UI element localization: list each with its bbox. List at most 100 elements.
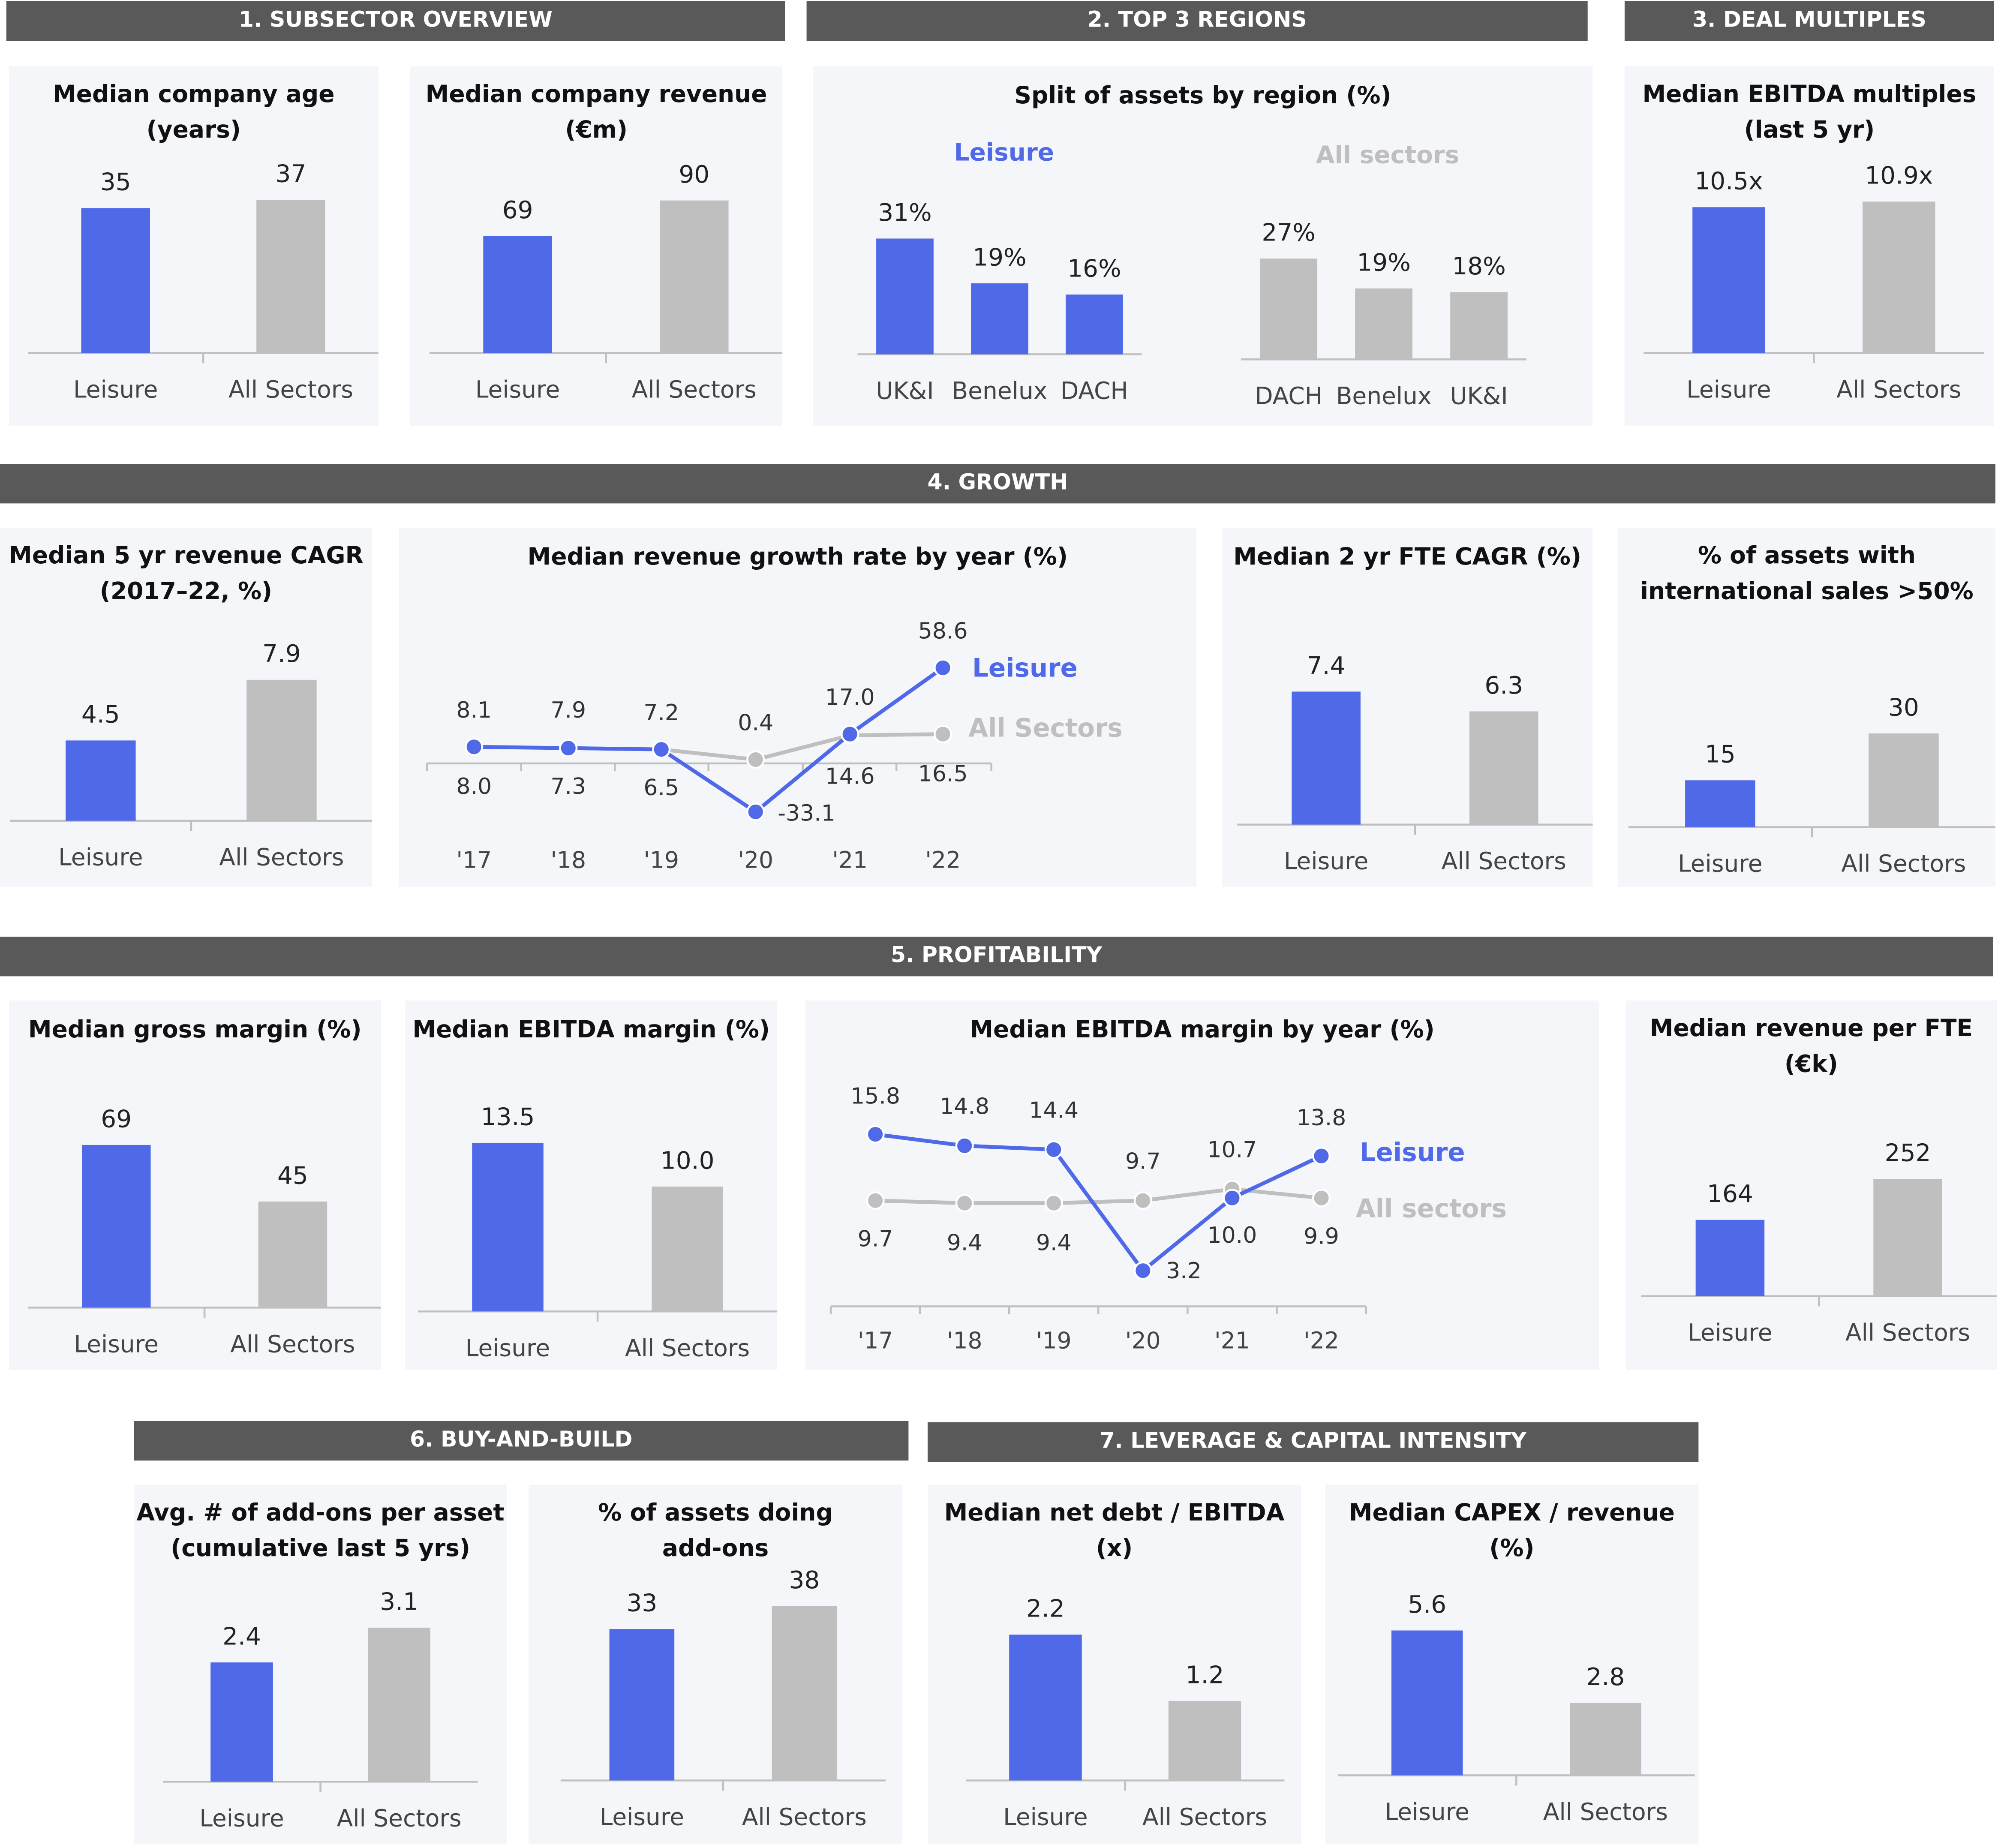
chart-revenue: Median company revenue (€m) 69 Leisure 90 All…: [426, 80, 783, 403]
bar-all-sectors: [1863, 201, 1935, 353]
chart-title: % of assets with: [1698, 541, 1916, 569]
point-leisure: [559, 739, 578, 757]
chart-rev_fte: Median revenue per FTE (€k) 164 Leisure 252 A…: [1641, 1014, 1997, 1346]
data-label: 7.4: [1307, 652, 1346, 680]
data-label: 9.4: [1036, 1230, 1072, 1256]
bar-leisure-uk-i: [876, 238, 934, 355]
point-leisure: [652, 740, 671, 759]
chart-title: (last 5 yr): [1744, 116, 1875, 143]
data-label: 164: [1707, 1180, 1753, 1208]
chart-multiples: Median EBITDA multiples (last 5 yr) 10.5x L…: [1642, 80, 1984, 403]
category-label: All Sectors: [228, 376, 353, 403]
bar-leisure: [1695, 1220, 1765, 1296]
bar-all-sectors-benelux: [1355, 288, 1413, 360]
section-header-h4: 4. GROWTH: [0, 464, 1995, 504]
category-label: Leisure: [58, 844, 143, 871]
bar-all-sectors: [772, 1606, 837, 1781]
bar-all-sectors: [256, 200, 325, 353]
panel-addon_pct: % of assets doing add-ons 33 Leisure 38 All S…: [529, 1484, 902, 1845]
chart-title: Median EBITDA margin (%): [412, 1016, 770, 1043]
bar-leisure: [1009, 1635, 1082, 1781]
data-label: 4.5: [81, 701, 120, 729]
chart-net_debt: Median net debt / EBITDA (x) 2.2 Leisure 1.2…: [944, 1499, 1285, 1831]
chart-title: Median revenue per FTE: [1650, 1014, 1973, 1042]
series-line-all-sectors: [875, 1187, 1322, 1205]
point-leisure: [465, 737, 484, 756]
x-tick-label: '19: [643, 847, 679, 874]
category-label: Benelux: [1336, 382, 1432, 409]
chart-title: (€m): [565, 116, 628, 143]
data-label: 16%: [1067, 255, 1121, 283]
category-label: All Sectors: [219, 844, 344, 871]
data-label: 14.4: [1029, 1097, 1079, 1123]
chart-regions: Split of assets by region (%) Leisure 31% U…: [857, 81, 1527, 409]
data-label: -33.1: [778, 801, 835, 826]
point-all-sectors: [746, 750, 765, 769]
bar-leisure: [1292, 691, 1361, 825]
data-label: 3.2: [1166, 1258, 1202, 1284]
data-label: 69: [502, 196, 533, 224]
point-leisure: [1133, 1261, 1152, 1280]
category-label: All Sectors: [1442, 847, 1566, 875]
data-label: 13.5: [481, 1103, 535, 1131]
legend-all-sectors: All sectors: [1316, 141, 1460, 169]
panel-multiples: Median EBITDA multiples (last 5 yr) 10.5x L…: [1624, 66, 1994, 426]
point-all-sectors: [955, 1194, 974, 1213]
x-tick-label: '17: [858, 1327, 893, 1354]
bar-leisure-dach: [1066, 294, 1123, 355]
x-tick-label: '21: [832, 847, 868, 874]
data-label: 9.9: [1304, 1224, 1339, 1250]
chart-title: Median company age: [53, 80, 335, 108]
point-leisure: [1044, 1140, 1063, 1159]
data-label: 8.1: [456, 697, 492, 723]
category-label: Leisure: [600, 1803, 684, 1830]
panel-revenue: Median company revenue (€m) 69 Leisure 90 All…: [410, 66, 783, 426]
point-all-sectors: [866, 1191, 885, 1210]
data-label: 35: [100, 168, 131, 196]
bar-all-sectors: [660, 200, 729, 353]
category-label: Leisure: [1688, 1319, 1772, 1346]
bar-leisure: [66, 740, 136, 821]
bar-leisure: [609, 1629, 675, 1781]
point-all-sectors: [1312, 1189, 1331, 1208]
bar-all-sectors: [246, 679, 317, 821]
section-header-h1: 1. SUBSECTOR OVERVIEW: [6, 1, 785, 41]
chart-title: (€k): [1785, 1050, 1838, 1077]
data-label: 19%: [973, 243, 1027, 271]
chart-cagr5: Median 5 yr revenue CAGR (2017–22, %) 4.5 L…: [9, 541, 372, 871]
bar-leisure: [472, 1142, 544, 1312]
chart-title: (x): [1096, 1534, 1133, 1562]
category-label: All Sectors: [625, 1334, 750, 1361]
chart-capex: Median CAPEX / revenue (%) 5.6 Leisure 2.8 Al…: [1338, 1499, 1695, 1826]
bar-all-sectors: [1469, 711, 1538, 825]
chart-title: Median revenue growth rate by year (%): [528, 543, 1068, 570]
panel-ebitda_line: Median EBITDA margin by year (%) '17 '18 '1…: [805, 1000, 1599, 1370]
section-header-h6: 6. BUY-AND-BUILD: [134, 1421, 909, 1461]
x-tick-label: '20: [738, 847, 773, 874]
data-label: 8.0: [456, 774, 492, 799]
point-leisure: [955, 1136, 974, 1155]
chart-title: Median EBITDA margin by year (%): [970, 1016, 1434, 1043]
data-label: 13.8: [1297, 1105, 1346, 1131]
panel-ebitda_margin: Median EBITDA margin (%) 13.5 Leisure 10.0 A…: [405, 1000, 778, 1370]
chart-title: Split of assets by region (%): [1014, 81, 1391, 109]
category-label: All Sectors: [230, 1330, 355, 1358]
panel-age: Median company age (years) 35 Leisure 37 All …: [9, 66, 379, 426]
chart-title: (2017–22, %): [100, 577, 272, 604]
data-label: 10.5x: [1695, 168, 1763, 195]
section-header-h2: 2. TOP 3 REGIONS: [806, 1, 1588, 41]
point-leisure: [1223, 1189, 1241, 1208]
point-all-sectors: [1044, 1194, 1063, 1213]
data-label: 10.7: [1207, 1137, 1257, 1163]
category-label: All Sectors: [1142, 1803, 1267, 1830]
data-label: 6.3: [1484, 672, 1523, 700]
chart-title: Median CAPEX / revenue: [1349, 1499, 1675, 1526]
data-label: 27%: [1262, 219, 1316, 247]
data-label: 90: [679, 161, 709, 189]
chart-addons: Avg. # of add-ons per asset (cumulative l…: [136, 1499, 504, 1832]
data-label: 15.8: [850, 1084, 900, 1109]
category-label: Leisure: [199, 1804, 284, 1832]
x-tick-label: '19: [1036, 1327, 1072, 1354]
data-label: 2.4: [222, 1623, 261, 1650]
data-label: 7.9: [550, 697, 586, 723]
